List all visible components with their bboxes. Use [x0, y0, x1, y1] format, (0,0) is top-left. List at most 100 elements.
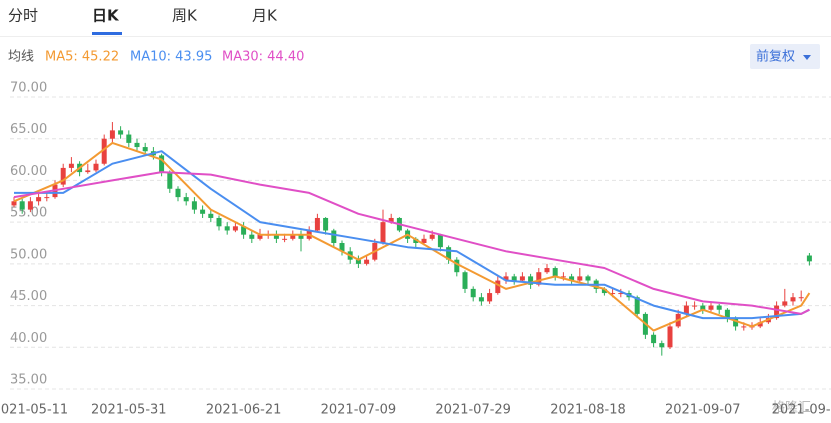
candle-body: [683, 305, 689, 314]
candle-body: [659, 343, 665, 348]
x-tick-label: 2021-05-31: [91, 403, 167, 418]
candle-body: [183, 197, 189, 202]
candle-body: [93, 163, 99, 171]
candle-body: [585, 276, 591, 281]
x-tick-label: 2021-08-18: [550, 403, 626, 418]
candle-body: [298, 234, 304, 239]
candle-body: [528, 276, 534, 285]
tab[interactable]: 月K: [252, 7, 278, 25]
y-tick-label: 50.00: [10, 247, 47, 262]
candle-body: [421, 238, 427, 243]
x-tick-label: 2021-05-11: [0, 403, 68, 418]
candle-body: [470, 288, 476, 298]
candle-body: [167, 172, 173, 189]
candle-body: [733, 318, 739, 327]
candle-body: [68, 163, 74, 168]
candle-body: [388, 217, 394, 223]
candle-body: [232, 226, 238, 231]
candle-body: [60, 167, 66, 185]
candle-body: [429, 234, 435, 239]
button-bg[interactable]: [750, 44, 820, 69]
candle-body: [577, 276, 583, 281]
candle-body: [552, 268, 558, 277]
candle-body: [413, 238, 419, 243]
y-tick-label: 45.00: [10, 289, 47, 304]
candle-body: [462, 272, 468, 289]
candle-body: [478, 297, 484, 302]
candle-body: [774, 305, 780, 319]
candle-body: [159, 155, 165, 173]
candle-body: [11, 201, 17, 206]
candle-body: [790, 297, 796, 302]
candle-body: [323, 217, 329, 231]
watermark: 格隆汇: [772, 400, 811, 416]
candle-body: [618, 293, 624, 295]
candle-body: [495, 280, 501, 294]
candle-body: [208, 213, 214, 218]
legend-item: MA30: 44.40: [222, 50, 304, 65]
candle-body: [741, 326, 747, 328]
legend-item: MA10: 43.95: [130, 50, 212, 65]
candle-body: [601, 288, 607, 294]
y-tick-label: 55.00: [10, 206, 47, 221]
candle-body: [724, 309, 730, 319]
x-tick-label: 2021-06-21: [206, 403, 282, 418]
candle-body: [314, 217, 320, 231]
candle-body: [36, 197, 42, 202]
tab-underline: [92, 32, 122, 35]
candle-body: [109, 130, 115, 139]
candle-body: [339, 243, 345, 252]
candle-body: [708, 305, 714, 310]
candle-body: [273, 234, 279, 239]
candle-body: [782, 301, 788, 306]
candle-body: [519, 276, 525, 281]
x-tick-label: 2021-09-27: [772, 403, 831, 418]
y-tick-label: 35.00: [10, 373, 47, 388]
candle-body: [757, 322, 763, 327]
candle-body: [806, 255, 812, 262]
candle-body: [798, 297, 804, 299]
candle-body: [200, 209, 206, 214]
y-tick-label: 65.00: [10, 122, 47, 137]
y-tick-label: 60.00: [10, 164, 47, 179]
candle-body: [364, 259, 370, 264]
legend-label: 均线: [8, 50, 34, 65]
legend-item: MA5: 45.22: [45, 50, 119, 65]
adjust-button[interactable]: 前复权: [756, 49, 795, 65]
tab[interactable]: 日K: [92, 7, 120, 25]
candle-body: [355, 259, 361, 264]
candle-body: [487, 293, 493, 302]
candle-body: [85, 170, 91, 173]
candle-body: [503, 276, 509, 281]
candle-body: [257, 234, 263, 239]
candle-body: [437, 234, 443, 248]
candle-body: [101, 138, 107, 164]
tab[interactable]: 周K: [172, 7, 198, 25]
candle-body: [191, 201, 197, 210]
candle-body: [446, 247, 452, 260]
candle-body: [560, 276, 566, 278]
candle-body: [692, 305, 698, 307]
x-tick-label: 2021-07-29: [435, 403, 511, 418]
ma-line: [14, 150, 810, 320]
candle-body: [216, 217, 222, 227]
candle-body: [544, 268, 550, 273]
candle-body: [27, 201, 33, 210]
tab[interactable]: 分时: [8, 7, 38, 25]
candle-body: [142, 147, 148, 152]
candle-body: [610, 293, 616, 295]
candle-body: [118, 130, 124, 135]
candle-body: [700, 305, 706, 310]
candle-body: [536, 272, 542, 285]
candle-body: [454, 259, 460, 273]
y-tick-label: 40.00: [10, 331, 47, 346]
candle-body: [126, 134, 132, 143]
candle-body: [511, 276, 517, 281]
ma-line: [13, 171, 810, 315]
candle-body: [651, 334, 657, 344]
ma-line: [13, 141, 811, 332]
candle-body: [290, 234, 296, 239]
candle-body: [19, 201, 25, 210]
